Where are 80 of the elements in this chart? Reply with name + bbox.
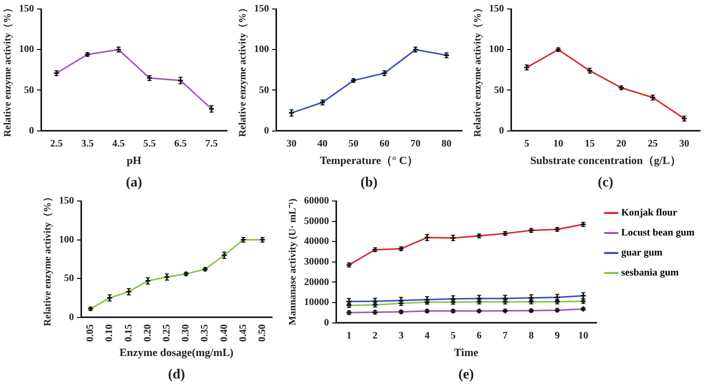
x-tick-label: 10 xyxy=(578,330,588,342)
x-tick-label: 20 xyxy=(616,138,626,150)
y-tick-label: 100 xyxy=(489,44,504,56)
x-tick-label: 7.5 xyxy=(205,138,218,150)
x-tick-label: 0.30 xyxy=(180,324,192,342)
y-tick-label: 0 xyxy=(69,312,74,323)
legend-label: Locust bean gum xyxy=(621,228,696,239)
y-axis-title: Relative enzyme activity（%） xyxy=(2,2,14,137)
y-tick-label: 150 xyxy=(254,4,269,15)
x-tick-label: 3.5 xyxy=(81,138,94,150)
x-tick-label: 80 xyxy=(442,138,452,150)
x-axis-title: Temperature（° C） xyxy=(320,155,418,168)
text: (c) xyxy=(598,176,614,191)
text: (e) xyxy=(458,368,474,383)
y-tick-label: 30000 xyxy=(304,256,329,268)
y-tick-label: 150 xyxy=(59,196,74,207)
text: (b) xyxy=(360,176,378,191)
x-tick-label: 30 xyxy=(679,138,690,150)
legend-label: guar gum xyxy=(621,248,664,259)
x-tick-label: 2.5 xyxy=(50,138,63,150)
x-tick-label: 0.45 xyxy=(238,324,249,342)
x-tick-label: 40 xyxy=(318,138,328,150)
x-tick-label: 15 xyxy=(584,138,595,150)
x-tick-label: 0.35 xyxy=(200,324,211,342)
x-tick-label: 0.15 xyxy=(123,324,134,342)
y-tick-label: 40000 xyxy=(304,236,329,248)
x-tick-label: 5.5 xyxy=(143,138,156,150)
x-tick-label: 7 xyxy=(502,330,508,342)
y-axis-title: Relative enzyme activity（%） xyxy=(42,192,54,326)
x-tick-label: 6 xyxy=(476,330,482,342)
x-tick-label: 30 xyxy=(286,138,296,150)
y-axis-title: Relative enzyme activity（%） xyxy=(238,2,249,137)
x-tick-label: 0.10 xyxy=(104,324,116,342)
y-tick-label: 0 xyxy=(499,125,504,136)
y-tick-label: 20000 xyxy=(304,276,329,288)
y-tick-label: 0 xyxy=(264,125,269,136)
text: (d) xyxy=(168,368,186,383)
x-tick-label: 50 xyxy=(348,138,358,150)
x-tick-label: 25 xyxy=(648,138,658,150)
x-tick-label: 0.50 xyxy=(257,324,268,342)
x-tick-label: 0.40 xyxy=(218,324,230,342)
x-tick-label: 0.25 xyxy=(162,324,173,342)
x-axis-title: Substrate concentration（g/L） xyxy=(530,155,681,168)
x-axis-title: Enzyme dosage(mg/mL) xyxy=(120,347,234,360)
y-tick-label: 100 xyxy=(254,44,269,56)
x-tick-label: 4.5 xyxy=(112,138,125,150)
y-tick-label: 60000 xyxy=(304,196,329,207)
legend-label: sesbania gum xyxy=(621,268,680,279)
y-tick-label: 150 xyxy=(489,4,504,15)
y-tick-label: 100 xyxy=(19,44,34,56)
x-tick-label: 0.20 xyxy=(142,324,154,342)
y-tick-label: 50 xyxy=(494,84,504,96)
y-tick-label: 0 xyxy=(29,125,34,136)
x-tick-label: 2 xyxy=(372,330,378,342)
x-tick-label: 6.5 xyxy=(174,138,187,150)
x-tick-label: 10 xyxy=(553,138,564,150)
y-tick-label: 50 xyxy=(24,84,34,96)
x-tick-label: 5 xyxy=(450,330,456,342)
y-axis-title: Relative enzyme activity（%） xyxy=(472,2,484,137)
x-tick-label: 4 xyxy=(424,330,430,342)
legend-label: Konjak flour xyxy=(621,208,678,219)
y-axis-title: Mannanase activity (U· mL⁻¹) xyxy=(288,198,299,326)
x-tick-label: 70 xyxy=(410,138,420,150)
x-axis-title: pH xyxy=(126,155,142,168)
x-tick-label: 8 xyxy=(528,330,534,342)
y-tick-label: 0 xyxy=(324,317,329,328)
x-tick-label: 1 xyxy=(346,330,352,342)
x-tick-label: 60 xyxy=(380,138,390,150)
y-tick-label: 50000 xyxy=(304,216,329,227)
x-tick-label: 5 xyxy=(524,138,530,150)
y-tick-label: 50 xyxy=(259,84,269,96)
text: (a) xyxy=(126,176,142,191)
x-tick-label: 3 xyxy=(398,330,404,342)
y-tick-label: 150 xyxy=(19,4,34,15)
x-axis-title: Time xyxy=(454,347,478,360)
y-tick-label: 50 xyxy=(64,273,74,284)
x-tick-label: 9 xyxy=(554,330,560,342)
y-tick-label: 100 xyxy=(59,234,74,246)
y-tick-label: 10000 xyxy=(304,297,329,308)
x-tick-label: 0.05 xyxy=(85,324,96,342)
